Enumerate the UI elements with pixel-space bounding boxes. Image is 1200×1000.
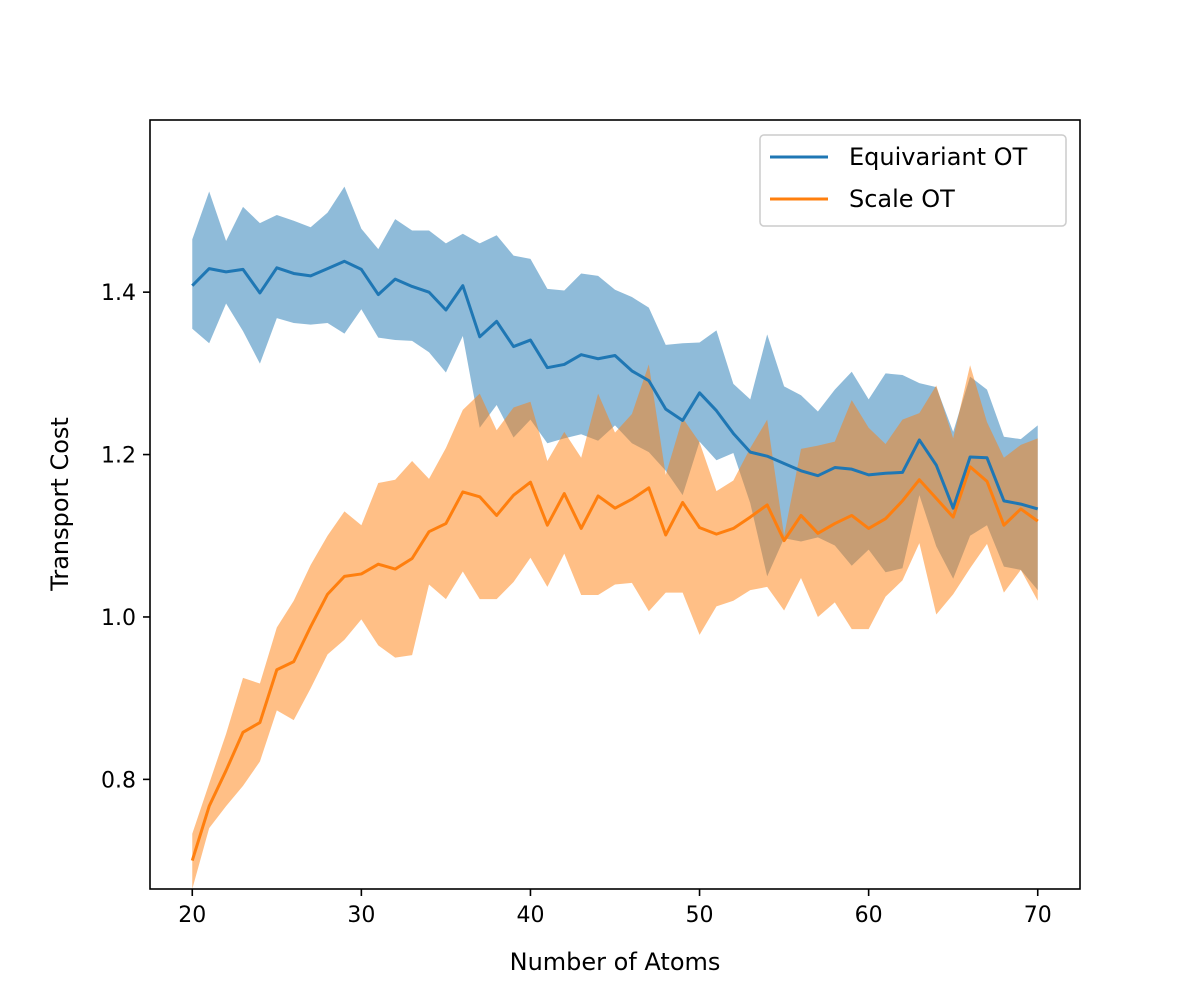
y-tick-label: 1.0: [101, 606, 136, 631]
x-axis-ticks: 20 30 40 50 60 70: [178, 889, 1052, 928]
x-tick-label: 40: [516, 903, 544, 928]
series-line-scale-ot: [190, 465, 1039, 862]
series-lines: [190, 259, 1039, 862]
y-axis-ticks: 0.8 1.0 1.2 1.4: [101, 281, 150, 793]
y-tick-label: 1.4: [101, 281, 136, 306]
series-line-equivariant-ot: [191, 259, 1039, 511]
y-axis-label: Transport Cost: [46, 417, 74, 592]
y-tick-label: 1.2: [101, 444, 136, 469]
x-axis-label: Number of Atoms: [510, 948, 721, 976]
x-tick-label: 50: [686, 903, 714, 928]
band-scale-ot: [192, 364, 1038, 889]
legend-label-equivariant-ot: Equivariant OT: [849, 143, 1028, 171]
plot-frame: [149, 119, 1081, 890]
confidence-bands: [192, 186, 1038, 889]
legend-box: [759, 134, 1067, 227]
legend: Equivariant OT Scale OT: [759, 134, 1067, 227]
legend-label-scale-ot: Scale OT: [849, 185, 955, 213]
x-tick-label: 70: [1024, 903, 1052, 928]
y-tick-label: 0.8: [101, 768, 136, 793]
x-tick-label: 60: [855, 903, 883, 928]
x-tick-label: 20: [178, 903, 206, 928]
x-tick-label: 30: [347, 903, 375, 928]
